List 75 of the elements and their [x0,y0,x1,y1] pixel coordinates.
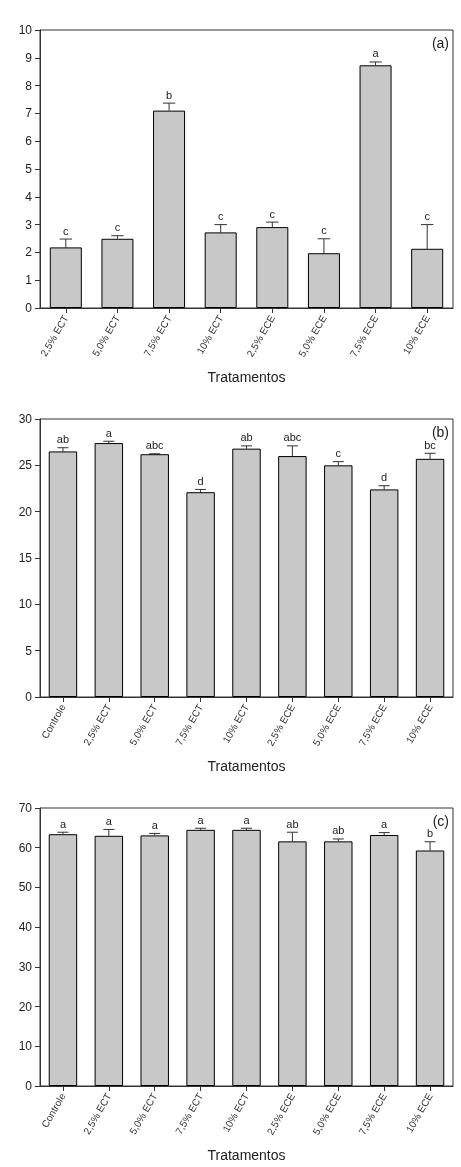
bar [101,238,134,308]
y-tick-label: 20 [18,504,33,519]
bar [307,253,340,308]
bar [140,454,169,697]
y-tick-label: 2 [25,245,33,260]
annotation: ab [240,431,253,444]
y-tick-label: 8 [25,78,33,93]
bar [153,110,186,308]
bar [48,451,78,697]
annotation: (a) [431,35,450,51]
annotation: c [424,210,431,223]
bar [359,65,392,308]
y-tick-label: 50 [18,880,33,895]
y-tick-label: 1 [25,273,33,288]
y-tick-label: 30 [18,959,33,974]
y-tick-label: 20 [18,999,33,1014]
y-tick-label: 0 [25,1079,33,1093]
annotation: a [105,426,113,439]
annotation: (b) [431,424,450,440]
annotation: ab [332,824,345,837]
y-tick-label: 25 [18,458,33,473]
annotation: c [321,224,328,237]
y-tick-label: 60 [18,840,33,855]
x-axis-title: Tratamentos [207,758,286,774]
y-tick-label: 10 [18,597,33,612]
annotation: a [372,47,380,60]
annotation: c [217,210,224,223]
bar [49,247,82,308]
y-tick-label: 10 [18,23,33,37]
y-tick-label: 9 [25,50,33,65]
annotation: b [166,88,173,101]
annotation: b [426,827,434,840]
annotation: ab [286,817,299,830]
y-tick-label: 5 [25,643,33,658]
y-tick-label: 10 [18,1039,33,1054]
bar [204,232,237,308]
annotation: ab [56,433,70,446]
x-axis-title: Tratamentos [207,369,286,385]
y-tick-label: 30 [18,412,33,426]
bar [94,443,124,697]
annotation: c [63,224,70,237]
annotation: d [381,471,388,484]
y-tick-label: 0 [25,301,33,315]
annotation: abc [145,439,165,452]
y-tick-label: 0 [25,690,33,704]
y-tick-label: 7 [25,106,33,121]
y-tick-label: 15 [18,551,33,565]
annotation: a [197,813,205,826]
y-tick-label: 70 [18,801,33,815]
y-tick-label: 3 [25,217,33,232]
x-axis-title: Tratamentos [207,1147,286,1163]
annotation: a [243,813,251,826]
annotation: d [197,474,204,487]
bar [256,227,289,308]
bar [411,248,444,308]
bar [369,489,399,697]
annotation: (c) [432,813,449,829]
annotation: a [59,817,67,830]
annotation: c [269,207,276,220]
annotation: a [381,818,389,831]
annotation: bc [424,438,437,451]
y-tick-label: 40 [18,920,33,935]
annotation: a [105,814,113,827]
y-tick-label: 6 [25,134,33,149]
annotation: abc [283,431,302,444]
annotation: c [335,447,342,460]
bar [232,448,261,697]
bar [415,458,445,697]
annotation: a [151,818,159,831]
bar [324,465,353,697]
y-tick-label: 5 [25,162,33,176]
bar [186,492,215,697]
bar [278,456,307,697]
annotation: c [114,221,121,234]
y-tick-label: 4 [25,189,33,204]
